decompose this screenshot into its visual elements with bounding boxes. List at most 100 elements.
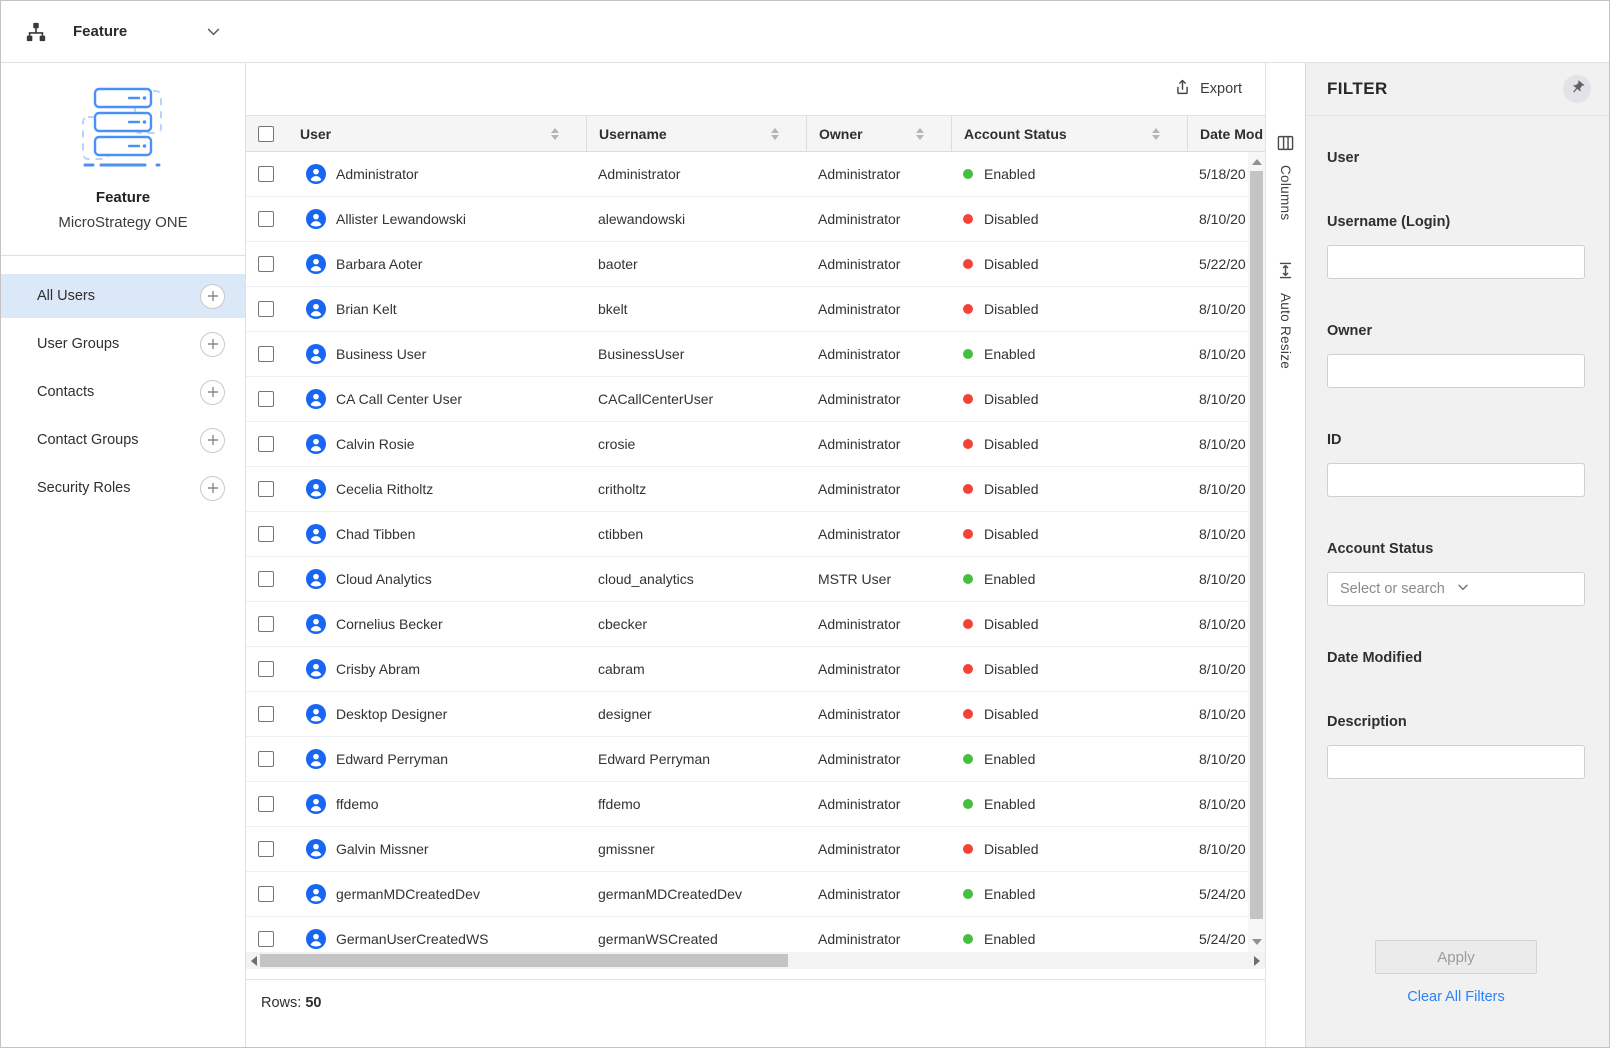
- add-button[interactable]: [200, 379, 225, 405]
- clear-all-filters-link[interactable]: Clear All Filters: [1407, 989, 1505, 1005]
- chevron-down-icon[interactable]: [205, 23, 222, 40]
- sort-icon[interactable]: [1152, 127, 1160, 140]
- cell-date-modified: 8/10/20: [1199, 796, 1246, 812]
- table-row[interactable]: Calvin Rosie crosie Administrator Disabl…: [246, 422, 1265, 467]
- cell-date-modified: 5/24/20: [1199, 931, 1246, 947]
- table-row[interactable]: Edward Perryman Edward Perryman Administ…: [246, 737, 1265, 782]
- user-avatar-icon: [306, 434, 326, 454]
- cell-user-name: Edward Perryman: [336, 751, 449, 767]
- filter-description-input[interactable]: [1327, 745, 1585, 779]
- column-header-date-modified[interactable]: Date Mod: [1187, 116, 1265, 151]
- horizontal-scroll-thumb[interactable]: [260, 954, 788, 967]
- vertical-scrollbar[interactable]: [1248, 152, 1265, 952]
- row-checkbox[interactable]: [258, 616, 274, 632]
- row-checkbox[interactable]: [258, 751, 274, 767]
- columns-icon: [1277, 135, 1294, 156]
- cell-account-status: Enabled: [984, 931, 1036, 947]
- table-row[interactable]: Business User BusinessUser Administrator…: [246, 332, 1265, 377]
- table-row[interactable]: Galvin Missner gmissner Administrator Di…: [246, 827, 1265, 872]
- select-all-checkbox[interactable]: [258, 125, 274, 142]
- cell-owner: Administrator: [818, 211, 901, 227]
- cell-date-modified: 8/10/20: [1199, 616, 1246, 632]
- cell-owner: Administrator: [818, 616, 901, 632]
- user-avatar-icon: [306, 659, 326, 679]
- scroll-left-arrow-icon[interactable]: [251, 955, 257, 966]
- scroll-down-arrow-icon[interactable]: [1251, 939, 1262, 945]
- filter-owner-label: Owner: [1327, 323, 1373, 339]
- column-header-owner[interactable]: Owner: [806, 116, 951, 151]
- table-row[interactable]: CA Call Center User CACallCenterUser Adm…: [246, 377, 1265, 422]
- cell-date-modified: 8/10/20: [1199, 391, 1246, 407]
- row-checkbox[interactable]: [258, 301, 274, 317]
- table-row[interactable]: Crisby Abram cabram Administrator Disabl…: [246, 647, 1265, 692]
- cell-user-name: Cloud Analytics: [336, 571, 432, 587]
- column-header-user[interactable]: User: [288, 116, 586, 151]
- table-row[interactable]: germanMDCreatedDev germanMDCreatedDev Ad…: [246, 872, 1265, 917]
- row-checkbox[interactable]: [258, 166, 274, 182]
- add-button[interactable]: [200, 283, 225, 309]
- sort-icon[interactable]: [771, 127, 779, 140]
- add-button[interactable]: [200, 331, 225, 357]
- plus-icon: [207, 483, 218, 493]
- sidebar-item-contact-groups[interactable]: Contact Groups: [1, 418, 245, 462]
- cell-username: gmissner: [598, 841, 655, 857]
- sidebar-item-security-roles[interactable]: Security Roles: [1, 466, 245, 510]
- cell-username: Administrator: [598, 166, 681, 182]
- scroll-right-arrow-icon[interactable]: [1254, 955, 1260, 966]
- table-row[interactable]: Desktop Designer designer Administrator …: [246, 692, 1265, 737]
- sidebar-item-contacts[interactable]: Contacts: [1, 370, 245, 414]
- row-checkbox[interactable]: [258, 931, 274, 947]
- sidebar-item-all-users[interactable]: All Users: [1, 274, 245, 318]
- row-checkbox[interactable]: [258, 211, 274, 227]
- row-checkbox[interactable]: [258, 841, 274, 857]
- cell-owner: Administrator: [818, 391, 901, 407]
- table-row[interactable]: Chad Tibben ctibben Administrator Disabl…: [246, 512, 1265, 557]
- table-row[interactable]: Cloud Analytics cloud_analytics MSTR Use…: [246, 557, 1265, 602]
- scroll-up-arrow-icon[interactable]: [1251, 159, 1262, 165]
- cell-owner: Administrator: [818, 751, 901, 767]
- row-checkbox[interactable]: [258, 796, 274, 812]
- cell-date-modified: 8/10/20: [1199, 751, 1246, 767]
- horizontal-scrollbar[interactable]: [246, 952, 1265, 969]
- table-row[interactable]: Cornelius Becker cbecker Administrator D…: [246, 602, 1265, 647]
- table-row[interactable]: Brian Kelt bkelt Administrator Disabled …: [246, 287, 1265, 332]
- cell-date-modified: 8/10/20: [1199, 346, 1246, 362]
- row-checkbox[interactable]: [258, 706, 274, 722]
- row-checkbox[interactable]: [258, 526, 274, 542]
- row-checkbox[interactable]: [258, 346, 274, 362]
- sidebar-item-user-groups[interactable]: User Groups: [1, 322, 245, 366]
- sort-icon[interactable]: [551, 127, 559, 140]
- row-checkbox[interactable]: [258, 661, 274, 677]
- row-checkbox[interactable]: [258, 436, 274, 452]
- vertical-scroll-thumb[interactable]: [1250, 171, 1263, 919]
- table-row[interactable]: Cecelia Ritholtz critholtz Administrator…: [246, 467, 1265, 512]
- table-row[interactable]: ffdemo ffdemo Administrator Enabled 8/10…: [246, 782, 1265, 827]
- table-row[interactable]: Barbara Aoter baoter Administrator Disab…: [246, 242, 1265, 287]
- row-checkbox[interactable]: [258, 391, 274, 407]
- add-button[interactable]: [200, 427, 225, 453]
- row-checkbox[interactable]: [258, 256, 274, 272]
- filter-username-input[interactable]: [1327, 245, 1585, 279]
- row-checkbox[interactable]: [258, 886, 274, 902]
- export-button[interactable]: Export: [1174, 78, 1242, 100]
- table-row[interactable]: Allister Lewandowski alewandowski Admini…: [246, 197, 1265, 242]
- sort-icon[interactable]: [916, 127, 924, 140]
- pin-filter-button[interactable]: [1563, 75, 1591, 103]
- column-header-account-status[interactable]: Account Status: [951, 116, 1187, 151]
- table-row[interactable]: GermanUserCreatedWS germanWSCreated Admi…: [246, 917, 1265, 952]
- add-button[interactable]: [200, 475, 225, 501]
- topbar: Feature: [1, 1, 1609, 63]
- filter-account-status-select[interactable]: Select or search: [1327, 572, 1585, 606]
- apply-button[interactable]: Apply: [1375, 940, 1537, 974]
- cell-username: bkelt: [598, 301, 628, 317]
- status-dot-icon: [963, 709, 973, 719]
- column-header-username[interactable]: Username: [586, 116, 806, 151]
- tab-columns[interactable]: Columns: [1277, 135, 1294, 220]
- tab-auto-resize[interactable]: Auto Resize: [1278, 262, 1293, 369]
- filter-owner-input[interactable]: [1327, 354, 1585, 388]
- row-checkbox[interactable]: [258, 571, 274, 587]
- table-row[interactable]: Administrator Administrator Administrato…: [246, 152, 1265, 197]
- filter-id-input[interactable]: [1327, 463, 1585, 497]
- cell-account-status: Disabled: [984, 661, 1039, 677]
- row-checkbox[interactable]: [258, 481, 274, 497]
